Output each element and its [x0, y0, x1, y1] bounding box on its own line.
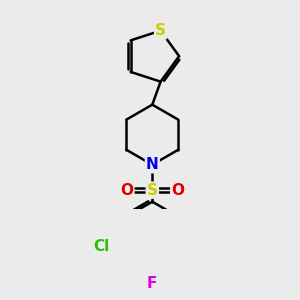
- Text: S: S: [155, 23, 166, 38]
- Text: S: S: [147, 183, 158, 198]
- Text: Cl: Cl: [94, 239, 110, 254]
- Text: F: F: [147, 276, 158, 291]
- Text: O: O: [171, 183, 184, 198]
- Text: O: O: [120, 183, 134, 198]
- Text: N: N: [146, 157, 159, 172]
